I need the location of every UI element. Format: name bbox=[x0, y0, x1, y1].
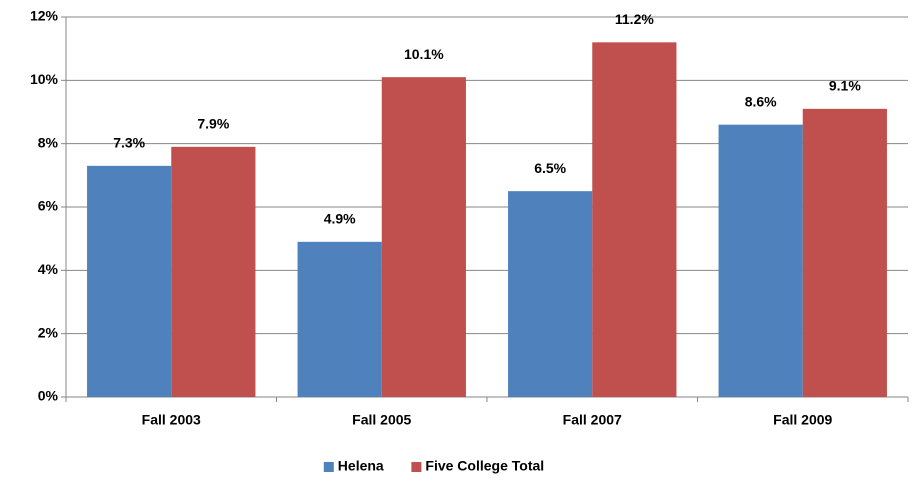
value-label: 7.3% bbox=[113, 135, 145, 151]
x-tick-label: Fall 2003 bbox=[142, 412, 201, 428]
value-label: 10.1% bbox=[404, 46, 444, 62]
bar bbox=[297, 241, 382, 397]
bar bbox=[718, 124, 803, 398]
value-label: 6.5% bbox=[534, 160, 566, 176]
legend-swatch bbox=[323, 462, 334, 472]
bar bbox=[381, 77, 466, 398]
bar bbox=[802, 108, 887, 397]
x-tick-label: Fall 2007 bbox=[563, 412, 622, 428]
y-tick-label: 0% bbox=[38, 388, 59, 404]
y-tick-label: 8% bbox=[38, 134, 59, 150]
legend-label: Helena bbox=[338, 458, 384, 474]
bar bbox=[171, 146, 256, 397]
y-tick-label: 12% bbox=[30, 8, 59, 24]
value-label: 8.6% bbox=[745, 93, 777, 109]
x-tick-label: Fall 2009 bbox=[773, 412, 832, 428]
legend-label: Five College Total bbox=[425, 458, 544, 474]
y-tick-label: 4% bbox=[38, 261, 59, 277]
bar bbox=[592, 42, 677, 397]
y-tick-label: 10% bbox=[30, 71, 59, 87]
value-label: 7.9% bbox=[197, 116, 229, 132]
legend-swatch bbox=[411, 462, 422, 472]
bar bbox=[508, 191, 593, 397]
x-tick-label: Fall 2005 bbox=[352, 412, 411, 428]
y-tick-label: 6% bbox=[38, 198, 59, 214]
value-label: 9.1% bbox=[829, 78, 861, 94]
bar bbox=[87, 165, 172, 397]
value-label: 4.9% bbox=[324, 211, 356, 227]
value-label: 11.2% bbox=[615, 11, 654, 27]
y-tick-label: 2% bbox=[38, 324, 59, 340]
